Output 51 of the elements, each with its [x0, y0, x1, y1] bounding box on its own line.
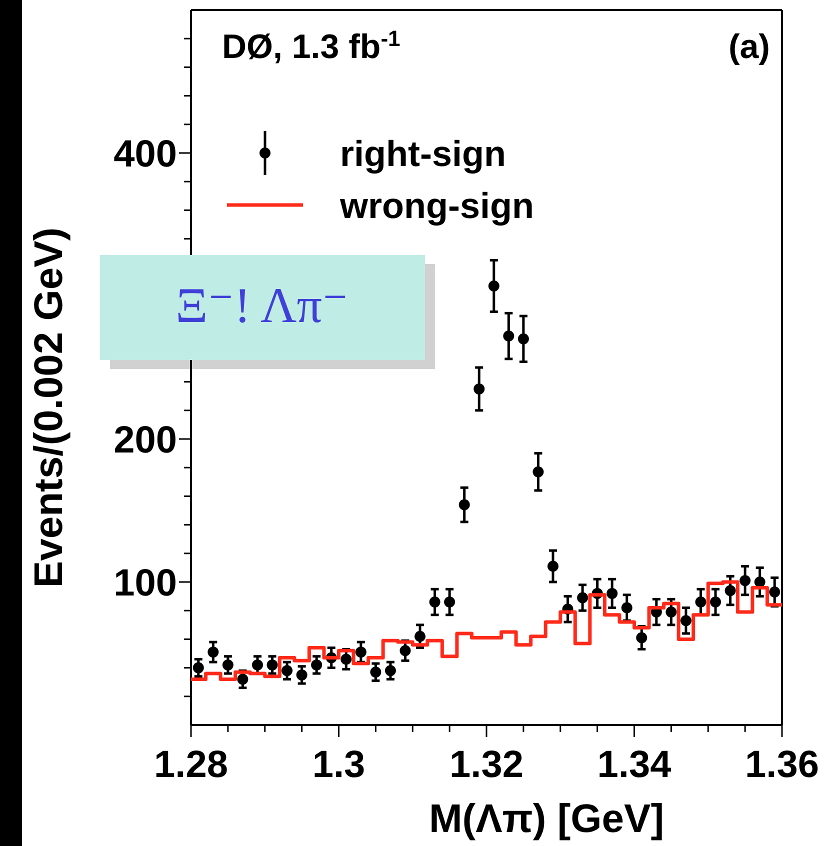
y-tick-label: 200 [114, 420, 177, 462]
point [636, 632, 648, 644]
x-tick-label: 1.32 [450, 744, 524, 786]
point [621, 602, 632, 614]
y-axis-title: Events/(0.002 GeV) [27, 227, 71, 588]
x-tick-label: 1.34 [597, 744, 672, 786]
point [192, 662, 204, 674]
point [458, 499, 470, 510]
point [488, 280, 500, 292]
point [547, 560, 558, 572]
x-tick-label: 1.36 [745, 744, 819, 786]
annotation: (a) [728, 28, 770, 66]
point [355, 646, 366, 658]
point [518, 333, 529, 344]
point [266, 659, 278, 670]
point [340, 654, 352, 665]
point [296, 669, 308, 680]
point [769, 586, 780, 598]
point [252, 659, 263, 670]
point [311, 659, 322, 670]
point [695, 596, 706, 608]
annotation: DØ, 1.3 fb$^{-1}$ [222, 26, 400, 66]
legend-label: wrong-sign [339, 184, 534, 226]
point [606, 588, 618, 599]
x-axis-title: M(Λπ) [GeV] [428, 797, 664, 841]
point [222, 659, 234, 670]
y-tick-label: 100 [114, 562, 177, 605]
point [282, 665, 293, 676]
point [384, 665, 396, 676]
point [710, 596, 722, 608]
point [370, 666, 382, 678]
point [474, 383, 485, 394]
point [400, 645, 411, 656]
x-tick-label: 1.28 [154, 744, 228, 786]
point [724, 585, 736, 596]
annotation: Ξ⁻! Λπ⁻ [176, 277, 348, 333]
point [666, 606, 677, 618]
point [208, 646, 219, 658]
point [414, 630, 426, 642]
point [577, 592, 588, 604]
point [680, 615, 692, 626]
point [503, 330, 514, 342]
point [754, 576, 766, 588]
legend-label: right-sign [340, 132, 506, 174]
x-tick-label: 1.3 [312, 744, 366, 786]
point [740, 575, 751, 586]
point [237, 674, 248, 685]
y-tick-label: 400 [114, 134, 177, 176]
point [444, 596, 456, 608]
point [532, 466, 544, 478]
point [429, 596, 440, 608]
